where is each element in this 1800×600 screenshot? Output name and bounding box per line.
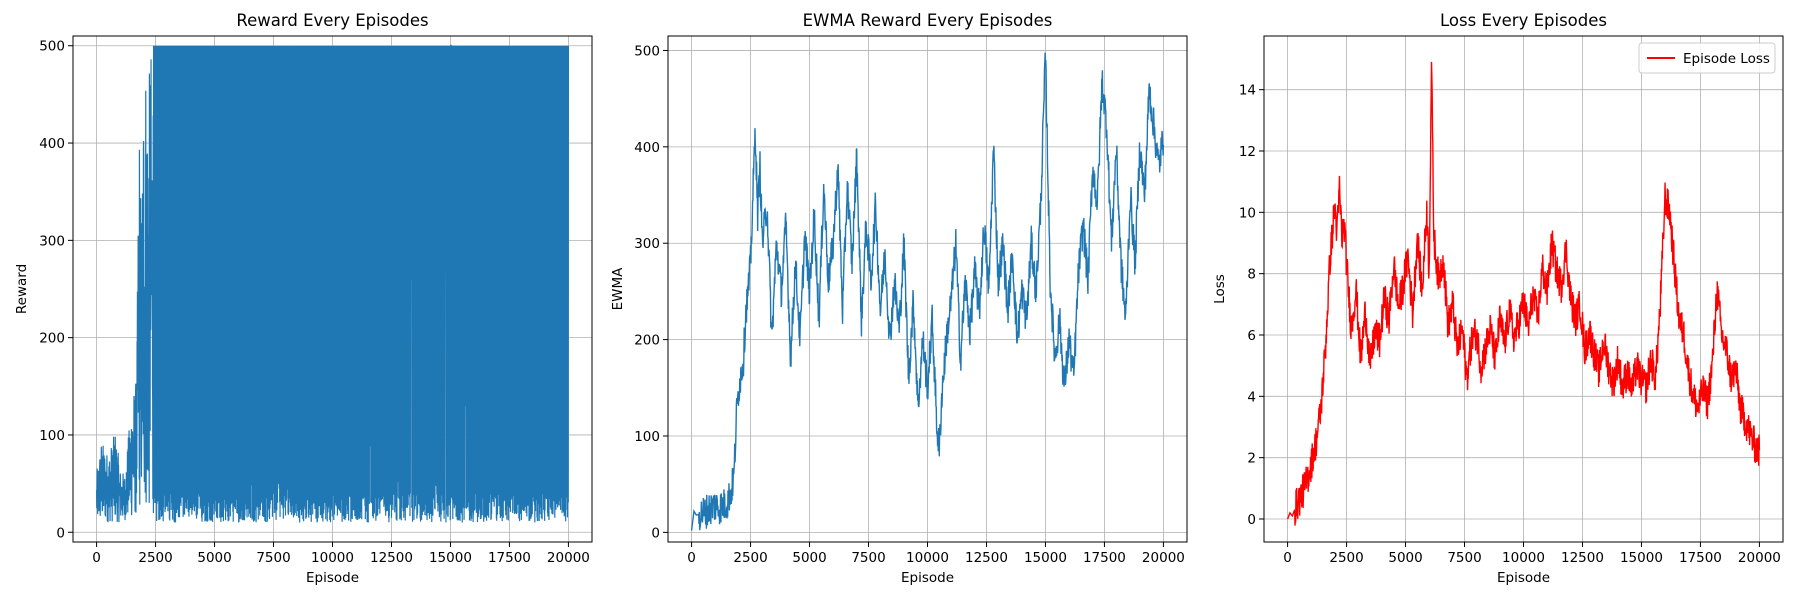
y-tick-label: 10 <box>1239 205 1256 221</box>
series-group <box>1286 61 1761 526</box>
x-axis-label: Episode <box>901 570 954 586</box>
legend: Episode Loss <box>1638 42 1776 74</box>
y-tick-label: 14 <box>1239 83 1256 99</box>
y-tick-label: 4 <box>1247 389 1256 405</box>
x-tick-label: 17500 <box>1679 550 1722 566</box>
x-tick-label: 15000 <box>1024 550 1067 566</box>
x-tick-label: 2500 <box>733 550 767 566</box>
y-tick-label: 2 <box>1247 451 1256 467</box>
y-tick-label: 300 <box>39 233 65 249</box>
x-tick-label: 5000 <box>1388 550 1422 566</box>
series-line-1 <box>1286 61 1761 526</box>
x-tick-label: 2500 <box>138 550 172 566</box>
x-tick-label: 5000 <box>197 550 231 566</box>
x-tick-label: 10000 <box>906 550 949 566</box>
series-group <box>95 44 570 523</box>
x-tick-label: 0 <box>1283 550 1292 566</box>
x-axis-label: Episode <box>1497 570 1550 586</box>
y-tick-label: 200 <box>634 333 660 349</box>
x-tick-label: 17500 <box>1083 550 1126 566</box>
x-tick-label: 0 <box>687 550 696 566</box>
x-tick-label: 7500 <box>851 550 885 566</box>
y-tick-label: 0 <box>651 525 660 541</box>
x-tick-label: 7500 <box>256 550 290 566</box>
x-tick-label: 5000 <box>792 550 826 566</box>
y-tick-label: 100 <box>634 429 660 445</box>
chart-title: EWMA Reward Every Episodes <box>803 11 1053 30</box>
x-tick-label: 20000 <box>1738 550 1781 566</box>
x-tick-label: 12500 <box>1561 550 1604 566</box>
x-tick-label: 20000 <box>547 550 590 566</box>
x-tick-label: 2500 <box>1329 550 1363 566</box>
series-line-1 <box>95 44 570 523</box>
y-tick-label: 500 <box>39 39 65 55</box>
y-axis-label: Loss <box>1212 274 1228 304</box>
y-tick-label: 400 <box>634 140 660 156</box>
y-tick-label: 100 <box>39 428 65 444</box>
y-tick-label: 0 <box>56 525 65 541</box>
y-tick-label: 0 <box>1247 512 1256 528</box>
x-tick-label: 7500 <box>1447 550 1481 566</box>
x-tick-label: 15000 <box>429 550 472 566</box>
x-tick-label: 20000 <box>1142 550 1185 566</box>
legend-label: Episode Loss <box>1683 51 1770 67</box>
y-axis-label: EWMA <box>610 267 626 311</box>
y-tick-label: 8 <box>1247 267 1256 283</box>
x-tick-label: 0 <box>92 550 101 566</box>
series-group <box>690 52 1165 531</box>
chart-panel-3: 0 2500 5000 7500 10000 12500 15000 17500 20000 0 2… <box>1212 11 1784 586</box>
x-axis-label: Episode <box>306 570 359 586</box>
y-tick-label: 300 <box>634 236 660 252</box>
x-tick-label: 17500 <box>488 550 531 566</box>
chart-panel-2: 0 2500 5000 7500 10000 12500 15000 17500 20000 0 1… <box>610 11 1188 586</box>
x-tick-label: 10000 <box>1502 550 1545 566</box>
y-tick-label: 6 <box>1247 328 1256 344</box>
y-tick-label: 400 <box>39 136 65 152</box>
chart-title: Loss Every Episodes <box>1440 11 1607 30</box>
y-axis-label: Reward <box>14 264 30 314</box>
chart-title: Reward Every Episodes <box>236 11 428 30</box>
y-tick-label: 200 <box>39 331 65 347</box>
legend-box <box>1638 42 1776 74</box>
y-tick-label: 500 <box>634 43 660 59</box>
y-tick-label: 12 <box>1239 144 1256 160</box>
x-tick-label: 12500 <box>370 550 413 566</box>
chart-panel-1: 0 2500 5000 7500 10000 12500 15000 17500 20000 0 1… <box>14 11 593 586</box>
x-tick-label: 10000 <box>311 550 354 566</box>
x-tick-label: 12500 <box>965 550 1008 566</box>
x-tick-label: 15000 <box>1620 550 1663 566</box>
series-line-1 <box>690 52 1165 531</box>
